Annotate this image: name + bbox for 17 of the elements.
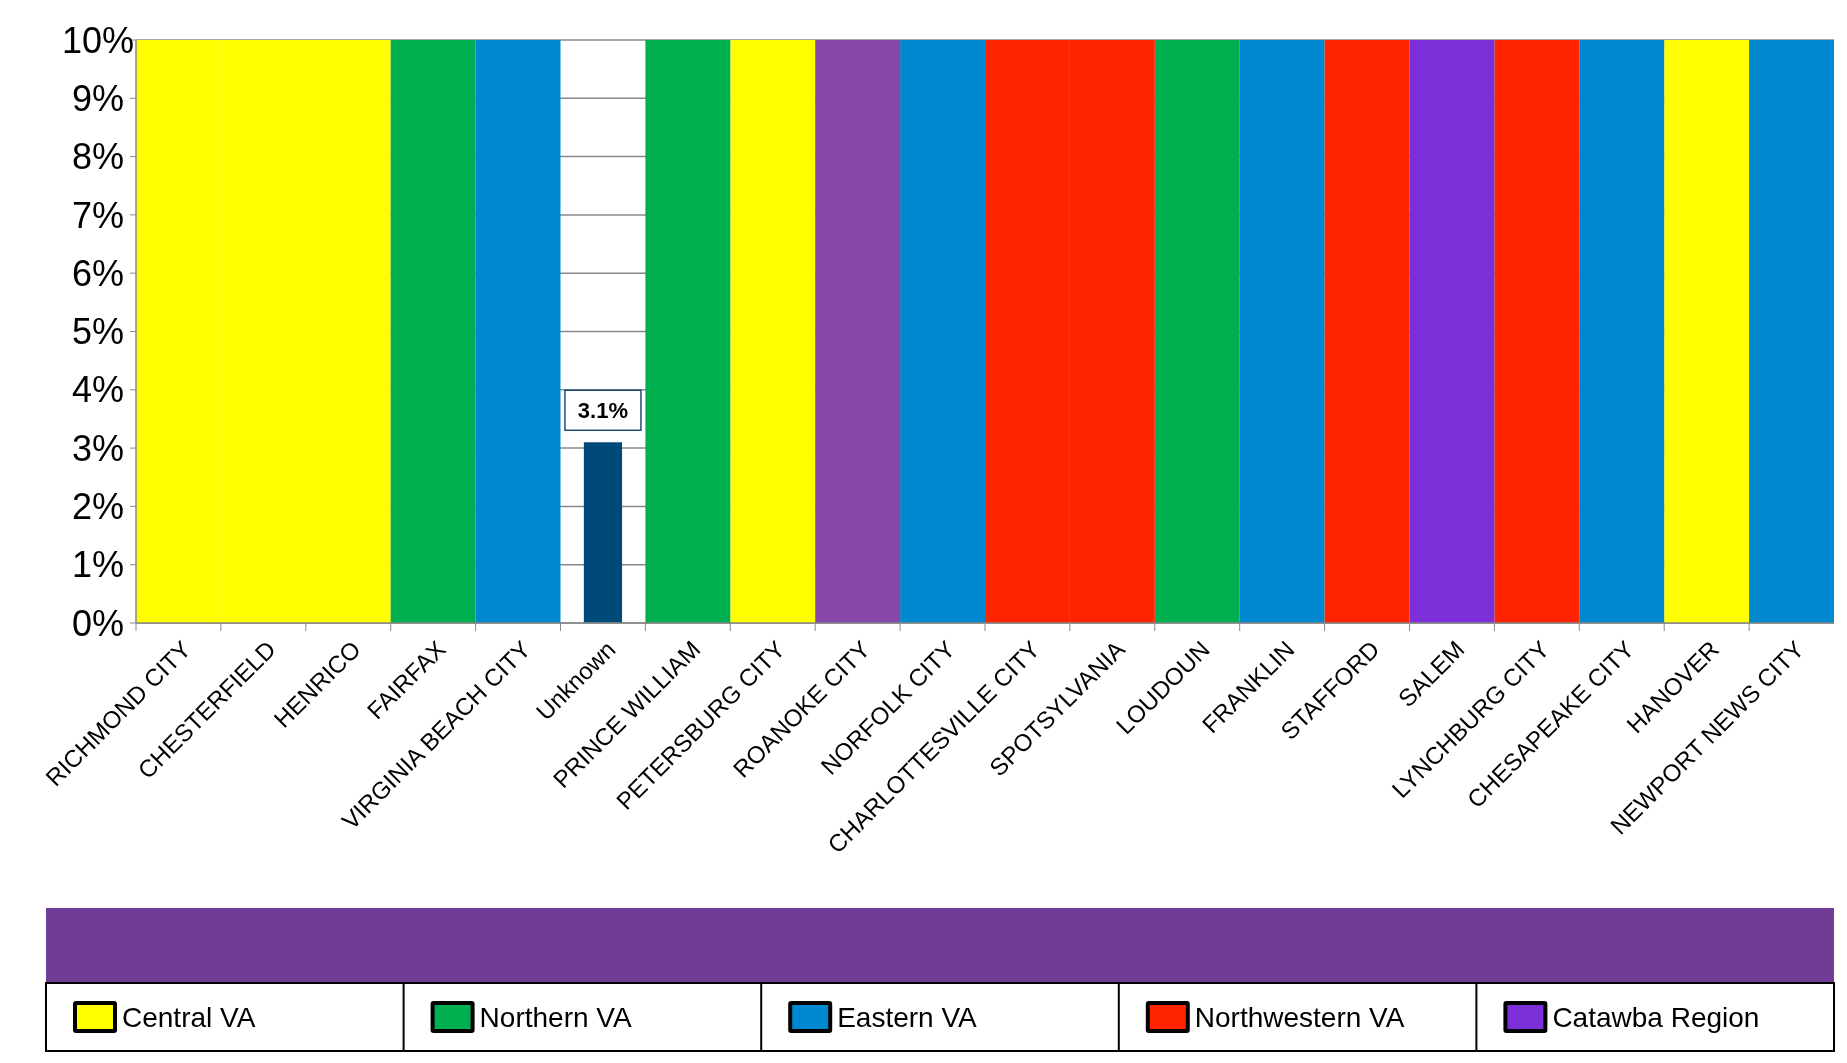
legend-label: Catawba Region [1552,1001,1760,1033]
legend-label: Eastern VA [837,1001,978,1033]
y-tick-label: 1% [71,544,125,586]
y-tick-label: 0% [71,602,125,644]
legend-label: Northern VA [479,1001,632,1033]
legend-label: Northwestern VA [1194,1001,1405,1033]
y-tick-label: 7% [71,194,125,236]
y-tick-label: 5% [71,311,125,353]
legend-label: Central VA [122,1001,256,1033]
y-tick-label: 3% [71,427,125,469]
data-label: 3.1% [577,398,629,424]
y-tick-label: 6% [71,252,125,294]
y-tick-label: 2% [71,486,125,527]
y-tick-label: 10% [61,19,135,61]
y-tick-label: 4% [71,369,125,411]
y-tick-label: 8% [71,136,125,178]
y-tick-label: 9% [71,77,125,119]
